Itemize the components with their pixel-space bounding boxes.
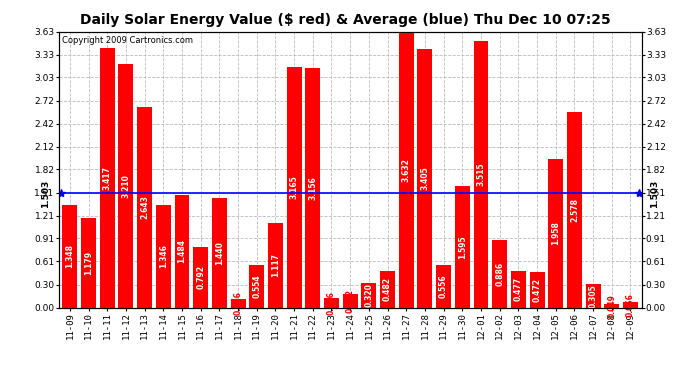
- Bar: [137, 107, 152, 307]
- Bar: [175, 195, 190, 308]
- Bar: [530, 272, 544, 308]
- Text: 3.417: 3.417: [103, 166, 112, 190]
- Bar: [399, 32, 414, 308]
- Text: 1.484: 1.484: [177, 239, 186, 263]
- Text: 3.405: 3.405: [420, 166, 429, 190]
- Text: 3.515: 3.515: [477, 162, 486, 186]
- Bar: [156, 205, 170, 308]
- Text: 1.503: 1.503: [41, 179, 50, 207]
- Text: 1.348: 1.348: [66, 244, 75, 268]
- Text: 1.346: 1.346: [159, 244, 168, 268]
- Text: 0.886: 0.886: [495, 262, 504, 286]
- Text: 1.117: 1.117: [271, 253, 280, 277]
- Bar: [324, 298, 339, 307]
- Bar: [567, 112, 582, 308]
- Text: 0.305: 0.305: [589, 284, 598, 308]
- Bar: [212, 198, 227, 308]
- Text: 1.440: 1.440: [215, 241, 224, 265]
- Bar: [492, 240, 507, 308]
- Text: Copyright 2009 Cartronics.com: Copyright 2009 Cartronics.com: [61, 36, 193, 45]
- Bar: [604, 304, 620, 307]
- Text: 0.554: 0.554: [253, 274, 262, 298]
- Text: 2.578: 2.578: [570, 198, 579, 222]
- Bar: [100, 48, 115, 308]
- Bar: [119, 64, 133, 308]
- Text: 0.320: 0.320: [364, 284, 373, 307]
- Text: 0.472: 0.472: [533, 278, 542, 302]
- Bar: [286, 67, 302, 308]
- Bar: [249, 266, 264, 308]
- Text: 0.126: 0.126: [327, 291, 336, 315]
- Bar: [473, 40, 489, 308]
- Text: 0.106: 0.106: [233, 291, 243, 315]
- Text: 1.503: 1.503: [650, 179, 659, 207]
- Bar: [193, 248, 208, 308]
- Bar: [305, 68, 320, 308]
- Bar: [549, 159, 563, 308]
- Bar: [230, 300, 246, 307]
- Text: 0.066: 0.066: [626, 293, 635, 317]
- Bar: [511, 271, 526, 308]
- Text: 0.477: 0.477: [514, 278, 523, 302]
- Text: 0.172: 0.172: [346, 289, 355, 313]
- Text: 0.792: 0.792: [196, 266, 205, 290]
- Bar: [362, 283, 376, 308]
- Bar: [81, 218, 96, 308]
- Text: 2.643: 2.643: [140, 195, 149, 219]
- Text: 1.179: 1.179: [84, 251, 93, 275]
- Text: 0.556: 0.556: [439, 274, 448, 298]
- Text: 3.156: 3.156: [308, 176, 317, 200]
- Text: 1.595: 1.595: [457, 235, 467, 259]
- Text: 0.049: 0.049: [607, 294, 616, 318]
- Text: Daily Solar Energy Value ($ red) & Average (blue) Thu Dec 10 07:25: Daily Solar Energy Value ($ red) & Avera…: [79, 13, 611, 27]
- Bar: [380, 271, 395, 308]
- Bar: [455, 186, 470, 308]
- Bar: [623, 303, 638, 307]
- Bar: [417, 49, 433, 308]
- Text: 3.210: 3.210: [121, 174, 130, 198]
- Text: 0.482: 0.482: [383, 277, 392, 301]
- Bar: [62, 205, 77, 308]
- Bar: [343, 294, 357, 307]
- Bar: [436, 265, 451, 308]
- Text: 3.165: 3.165: [290, 176, 299, 199]
- Text: 1.958: 1.958: [551, 221, 560, 245]
- Bar: [268, 223, 283, 308]
- Bar: [586, 284, 600, 308]
- Text: 3.632: 3.632: [402, 158, 411, 182]
